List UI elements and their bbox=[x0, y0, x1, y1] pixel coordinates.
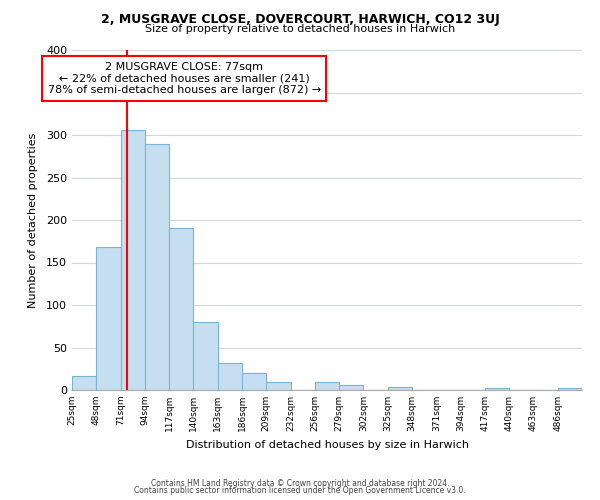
Text: 2, MUSGRAVE CLOSE, DOVERCOURT, HARWICH, CO12 3UJ: 2, MUSGRAVE CLOSE, DOVERCOURT, HARWICH, … bbox=[101, 12, 499, 26]
Bar bbox=[266, 382, 290, 390]
Bar bbox=[339, 385, 364, 390]
Bar bbox=[315, 382, 339, 390]
Bar bbox=[388, 388, 412, 390]
Text: Size of property relative to detached houses in Harwich: Size of property relative to detached ho… bbox=[145, 24, 455, 34]
Y-axis label: Number of detached properties: Number of detached properties bbox=[28, 132, 38, 308]
Text: Contains public sector information licensed under the Open Government Licence v3: Contains public sector information licen… bbox=[134, 486, 466, 495]
Bar bbox=[121, 130, 145, 390]
Bar bbox=[145, 144, 169, 390]
Bar bbox=[218, 363, 242, 390]
Bar bbox=[242, 373, 266, 390]
Text: 2 MUSGRAVE CLOSE: 77sqm
← 22% of detached houses are smaller (241)
78% of semi-d: 2 MUSGRAVE CLOSE: 77sqm ← 22% of detache… bbox=[47, 62, 321, 95]
Bar bbox=[558, 388, 582, 390]
Bar bbox=[193, 322, 218, 390]
X-axis label: Distribution of detached houses by size in Harwich: Distribution of detached houses by size … bbox=[185, 440, 469, 450]
Bar bbox=[72, 376, 96, 390]
Bar bbox=[169, 228, 193, 390]
Bar bbox=[96, 247, 121, 390]
Bar bbox=[485, 388, 509, 390]
Text: Contains HM Land Registry data © Crown copyright and database right 2024.: Contains HM Land Registry data © Crown c… bbox=[151, 478, 449, 488]
